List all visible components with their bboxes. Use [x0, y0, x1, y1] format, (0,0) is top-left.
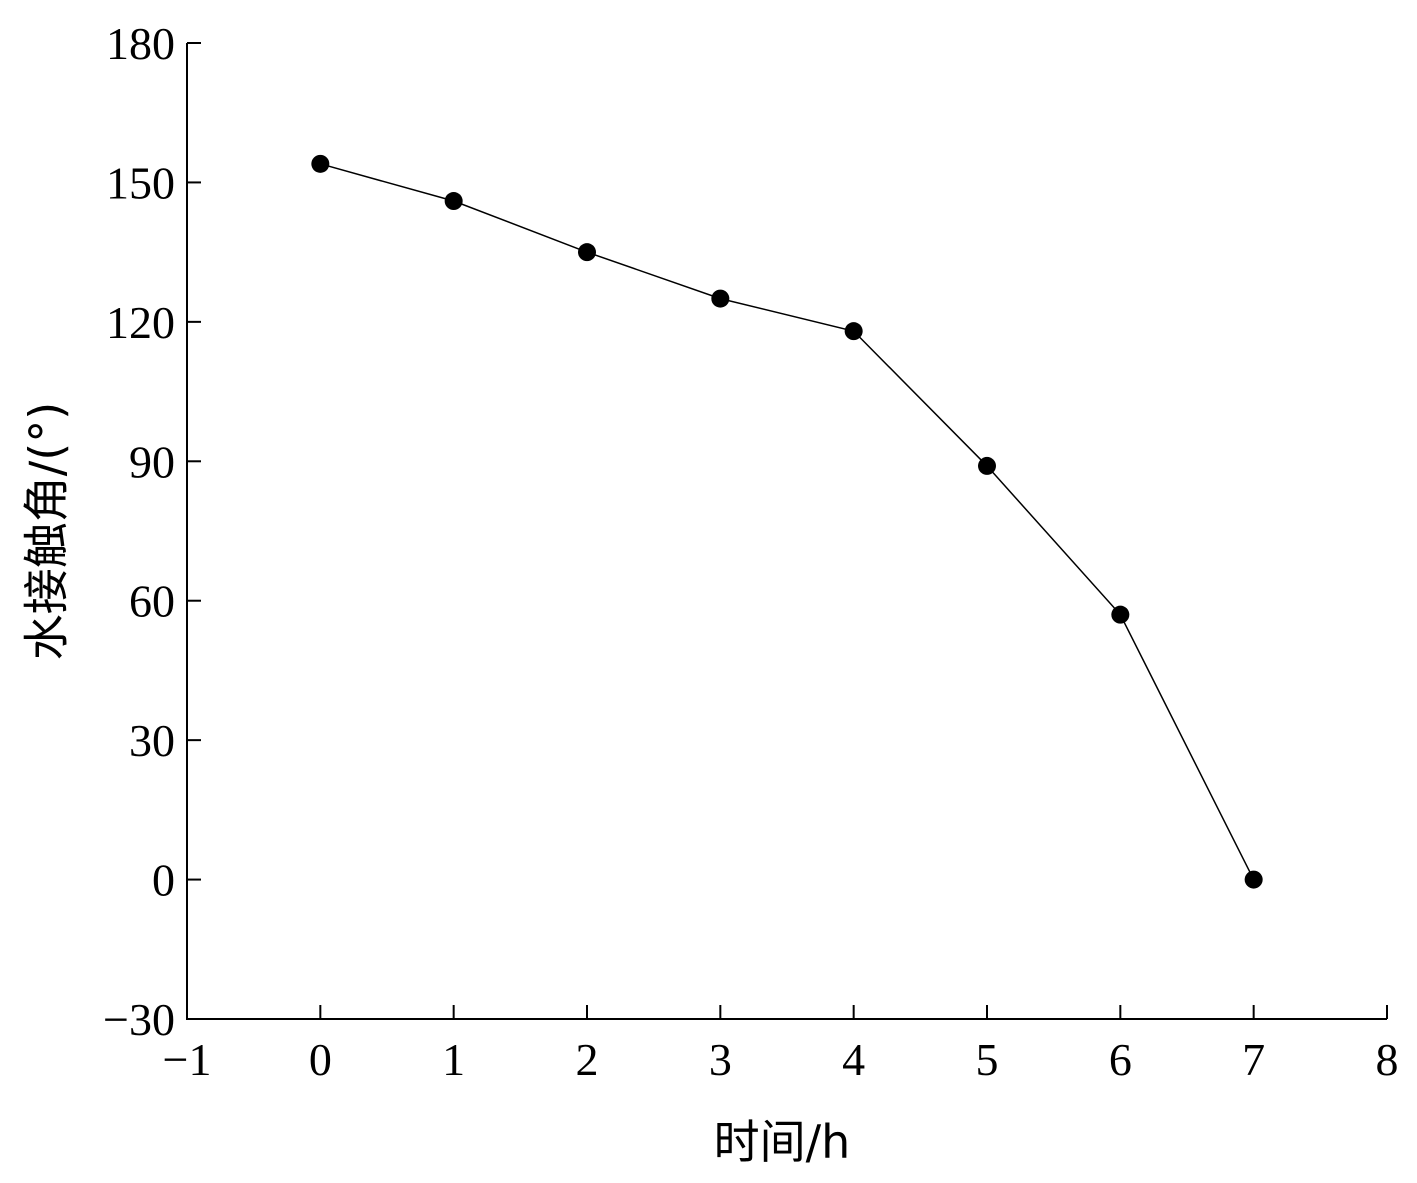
- y-tick-label: 180: [106, 18, 175, 69]
- y-axis-title: 水接触角/(°): [20, 402, 74, 660]
- x-tick-label: 8: [1376, 1034, 1399, 1085]
- y-tick-label: −30: [103, 994, 175, 1045]
- data-point: [711, 289, 730, 308]
- x-tick-label: 2: [576, 1034, 599, 1085]
- data-point: [1244, 870, 1263, 889]
- data-point: [311, 154, 330, 173]
- data-point: [578, 243, 596, 262]
- data-point: [844, 322, 863, 341]
- x-tick-label: 5: [976, 1034, 999, 1085]
- data-point: [978, 456, 996, 475]
- x-axis-ticks: −1 0 1 2 3 4 5 6 7 8: [163, 1005, 1399, 1085]
- x-tick-label: 0: [309, 1034, 332, 1085]
- x-tick-label: 3: [709, 1034, 732, 1085]
- data-point: [444, 192, 463, 211]
- axes: [186, 43, 1387, 1020]
- y-tick-label: 30: [129, 715, 175, 766]
- y-tick-label: 0: [152, 855, 175, 906]
- x-tick-label: 1: [442, 1034, 465, 1085]
- series-group: [311, 154, 1263, 889]
- data-point: [1111, 605, 1130, 624]
- y-tick-label: 90: [129, 436, 175, 487]
- x-tick-label: −1: [163, 1034, 212, 1085]
- y-tick-label: 60: [129, 576, 175, 627]
- y-tick-label: 150: [106, 157, 175, 208]
- x-axis-title: 时间/h: [714, 1115, 851, 1169]
- x-tick-label: 4: [842, 1034, 865, 1085]
- y-axis-ticks: −30 0 30 60 90 120 150 180: [103, 18, 201, 1045]
- x-tick-label: 6: [1109, 1034, 1132, 1085]
- x-tick-label: 7: [1242, 1034, 1265, 1085]
- axis-frame: [186, 43, 1387, 1020]
- series-line: [320, 163, 1255, 880]
- y-tick-label: 120: [106, 297, 175, 348]
